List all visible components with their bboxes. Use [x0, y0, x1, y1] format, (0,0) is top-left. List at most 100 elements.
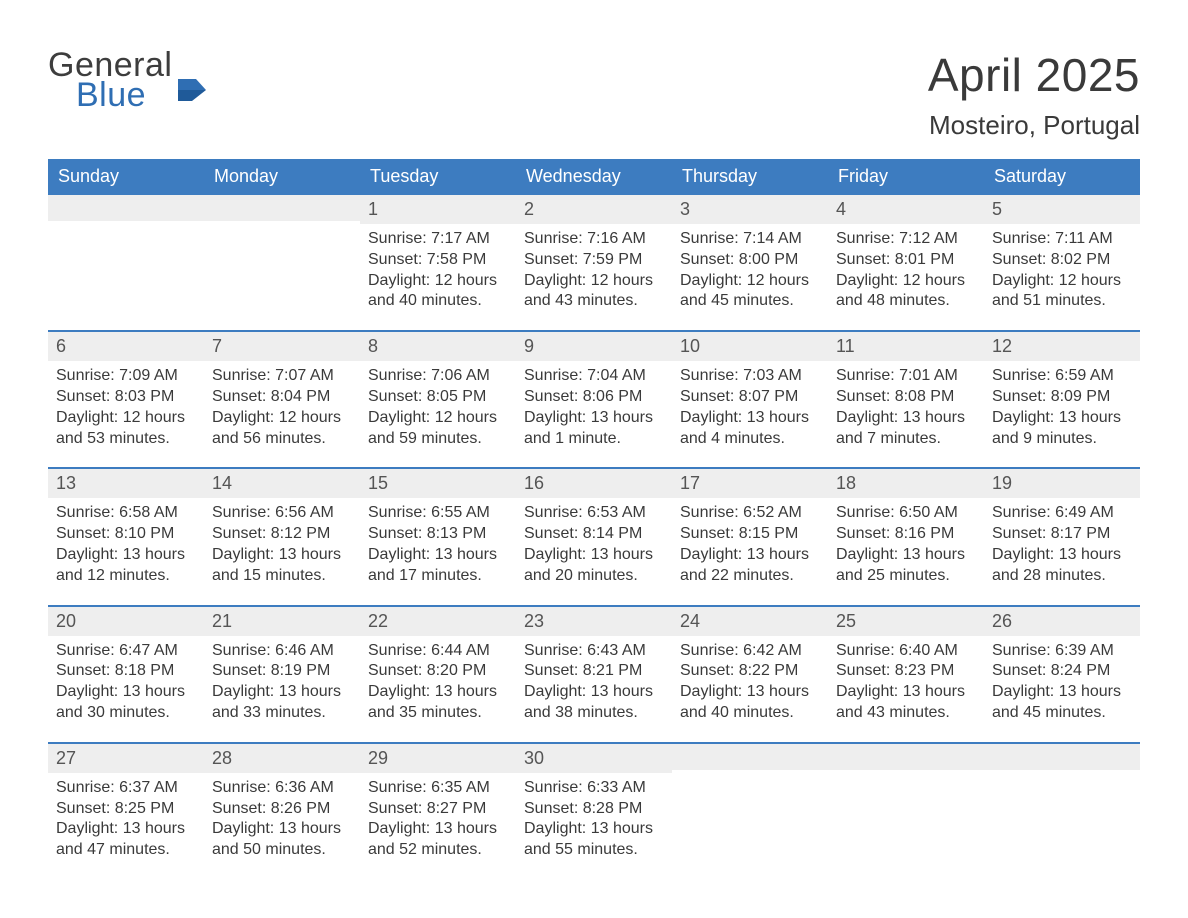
weekday-sunday: Sunday [48, 159, 204, 195]
daylight-text-1: Daylight: 13 hours [836, 408, 976, 429]
sunset-text: Sunset: 8:18 PM [56, 661, 196, 682]
sunset-text: Sunset: 8:09 PM [992, 387, 1132, 408]
daylight-text-1: Daylight: 12 hours [368, 271, 508, 292]
sunset-text: Sunset: 8:00 PM [680, 250, 820, 271]
sunrise-text: Sunrise: 6:46 AM [212, 641, 352, 662]
week-row: 1Sunrise: 7:17 AMSunset: 7:58 PMDaylight… [48, 195, 1140, 330]
sunset-text: Sunset: 8:23 PM [836, 661, 976, 682]
daylight-text-1: Daylight: 13 hours [680, 682, 820, 703]
day-number [48, 195, 204, 221]
sunset-text: Sunset: 8:06 PM [524, 387, 664, 408]
sunrise-text: Sunrise: 7:01 AM [836, 366, 976, 387]
sunrise-text: Sunrise: 6:53 AM [524, 503, 664, 524]
sunset-text: Sunset: 8:27 PM [368, 799, 508, 820]
day-cell: 4Sunrise: 7:12 AMSunset: 8:01 PMDaylight… [828, 195, 984, 330]
day-body: Sunrise: 7:03 AMSunset: 8:07 PMDaylight:… [672, 361, 828, 467]
daylight-text-1: Daylight: 13 hours [680, 408, 820, 429]
sunrise-text: Sunrise: 7:14 AM [680, 229, 820, 250]
day-body: Sunrise: 6:49 AMSunset: 8:17 PMDaylight:… [984, 498, 1140, 604]
daylight-text-1: Daylight: 12 hours [680, 271, 820, 292]
daylight-text-2: and 40 minutes. [680, 703, 820, 724]
daylight-text-2: and 33 minutes. [212, 703, 352, 724]
daylight-text-1: Daylight: 13 hours [56, 545, 196, 566]
sunset-text: Sunset: 8:19 PM [212, 661, 352, 682]
day-cell: 7Sunrise: 7:07 AMSunset: 8:04 PMDaylight… [204, 332, 360, 467]
daylight-text-2: and 25 minutes. [836, 566, 976, 587]
sunset-text: Sunset: 8:15 PM [680, 524, 820, 545]
sunrise-text: Sunrise: 6:43 AM [524, 641, 664, 662]
day-number [204, 195, 360, 221]
flag-icon [178, 71, 206, 93]
daylight-text-1: Daylight: 13 hours [524, 545, 664, 566]
sunset-text: Sunset: 8:24 PM [992, 661, 1132, 682]
daylight-text-2: and 22 minutes. [680, 566, 820, 587]
day-number: 24 [672, 607, 828, 636]
day-number: 9 [516, 332, 672, 361]
day-body: Sunrise: 6:33 AMSunset: 8:28 PMDaylight:… [516, 773, 672, 879]
day-cell: 1Sunrise: 7:17 AMSunset: 7:58 PMDaylight… [360, 195, 516, 330]
day-body: Sunrise: 6:59 AMSunset: 8:09 PMDaylight:… [984, 361, 1140, 467]
day-number: 26 [984, 607, 1140, 636]
sunset-text: Sunset: 8:07 PM [680, 387, 820, 408]
day-cell: 24Sunrise: 6:42 AMSunset: 8:22 PMDayligh… [672, 607, 828, 742]
sunrise-text: Sunrise: 7:07 AM [212, 366, 352, 387]
day-number: 18 [828, 469, 984, 498]
daylight-text-1: Daylight: 13 hours [212, 819, 352, 840]
day-cell: 16Sunrise: 6:53 AMSunset: 8:14 PMDayligh… [516, 469, 672, 604]
day-body: Sunrise: 7:07 AMSunset: 8:04 PMDaylight:… [204, 361, 360, 467]
daylight-text-1: Daylight: 13 hours [56, 819, 196, 840]
sunset-text: Sunset: 8:14 PM [524, 524, 664, 545]
day-body: Sunrise: 7:01 AMSunset: 8:08 PMDaylight:… [828, 361, 984, 467]
day-cell: 17Sunrise: 6:52 AMSunset: 8:15 PMDayligh… [672, 469, 828, 604]
daylight-text-1: Daylight: 12 hours [524, 271, 664, 292]
day-body: Sunrise: 7:14 AMSunset: 8:00 PMDaylight:… [672, 224, 828, 330]
day-cell [672, 744, 828, 879]
weekday-monday: Monday [204, 159, 360, 195]
location: Mosteiro, Portugal [928, 110, 1140, 141]
daylight-text-2: and 35 minutes. [368, 703, 508, 724]
day-body: Sunrise: 7:06 AMSunset: 8:05 PMDaylight:… [360, 361, 516, 467]
day-cell: 10Sunrise: 7:03 AMSunset: 8:07 PMDayligh… [672, 332, 828, 467]
daylight-text-2: and 55 minutes. [524, 840, 664, 861]
day-number: 2 [516, 195, 672, 224]
daylight-text-1: Daylight: 12 hours [56, 408, 196, 429]
day-number: 23 [516, 607, 672, 636]
day-cell: 14Sunrise: 6:56 AMSunset: 8:12 PMDayligh… [204, 469, 360, 604]
day-body: Sunrise: 6:58 AMSunset: 8:10 PMDaylight:… [48, 498, 204, 604]
day-cell: 6Sunrise: 7:09 AMSunset: 8:03 PMDaylight… [48, 332, 204, 467]
week-row: 13Sunrise: 6:58 AMSunset: 8:10 PMDayligh… [48, 467, 1140, 604]
weekday-friday: Friday [828, 159, 984, 195]
daylight-text-1: Daylight: 12 hours [992, 271, 1132, 292]
day-cell [984, 744, 1140, 879]
day-body: Sunrise: 6:40 AMSunset: 8:23 PMDaylight:… [828, 636, 984, 742]
day-number: 22 [360, 607, 516, 636]
day-number: 1 [360, 195, 516, 224]
daylight-text-1: Daylight: 13 hours [992, 682, 1132, 703]
day-number: 14 [204, 469, 360, 498]
sunrise-text: Sunrise: 6:59 AM [992, 366, 1132, 387]
daylight-text-2: and 52 minutes. [368, 840, 508, 861]
day-body: Sunrise: 7:17 AMSunset: 7:58 PMDaylight:… [360, 224, 516, 330]
sunset-text: Sunset: 8:20 PM [368, 661, 508, 682]
day-number [828, 744, 984, 770]
weekday-header: Sunday Monday Tuesday Wednesday Thursday… [48, 159, 1140, 195]
logo-word-blue: Blue [76, 78, 172, 112]
day-cell: 23Sunrise: 6:43 AMSunset: 8:21 PMDayligh… [516, 607, 672, 742]
day-cell: 19Sunrise: 6:49 AMSunset: 8:17 PMDayligh… [984, 469, 1140, 604]
day-cell: 12Sunrise: 6:59 AMSunset: 8:09 PMDayligh… [984, 332, 1140, 467]
logo-text: General Blue [48, 48, 172, 112]
sunset-text: Sunset: 8:25 PM [56, 799, 196, 820]
daylight-text-2: and 45 minutes. [992, 703, 1132, 724]
day-body [672, 770, 828, 793]
week-row: 27Sunrise: 6:37 AMSunset: 8:25 PMDayligh… [48, 742, 1140, 879]
day-body [204, 221, 360, 244]
daylight-text-2: and 28 minutes. [992, 566, 1132, 587]
day-body: Sunrise: 6:53 AMSunset: 8:14 PMDaylight:… [516, 498, 672, 604]
day-cell: 25Sunrise: 6:40 AMSunset: 8:23 PMDayligh… [828, 607, 984, 742]
daylight-text-1: Daylight: 13 hours [56, 682, 196, 703]
sunrise-text: Sunrise: 6:49 AM [992, 503, 1132, 524]
sunrise-text: Sunrise: 6:56 AM [212, 503, 352, 524]
sunrise-text: Sunrise: 6:37 AM [56, 778, 196, 799]
sunrise-text: Sunrise: 6:36 AM [212, 778, 352, 799]
daylight-text-1: Daylight: 13 hours [524, 682, 664, 703]
